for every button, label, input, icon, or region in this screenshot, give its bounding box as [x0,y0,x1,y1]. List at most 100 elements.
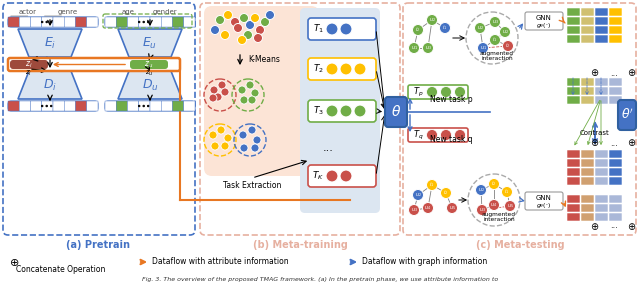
FancyBboxPatch shape [76,101,87,111]
FancyBboxPatch shape [595,168,608,176]
FancyBboxPatch shape [609,150,622,158]
Circle shape [454,130,465,141]
FancyBboxPatch shape [567,177,580,185]
FancyBboxPatch shape [204,6,319,176]
Text: Dataflow with attribute information: Dataflow with attribute information [152,257,289,266]
Circle shape [326,105,338,117]
Circle shape [223,10,232,20]
FancyBboxPatch shape [64,17,76,27]
Circle shape [240,96,248,104]
Circle shape [209,94,217,102]
FancyBboxPatch shape [595,78,608,86]
FancyBboxPatch shape [308,58,376,80]
FancyBboxPatch shape [42,101,53,111]
FancyBboxPatch shape [595,35,608,43]
Text: ...: ... [610,221,618,230]
Polygon shape [18,29,82,57]
Text: $i_1$: $i_1$ [492,35,498,44]
Circle shape [46,105,47,107]
Circle shape [147,21,149,23]
FancyBboxPatch shape [581,96,594,104]
Polygon shape [118,29,182,57]
Text: $\oplus$: $\oplus$ [627,137,637,149]
Text: $\oplus$: $\oplus$ [590,137,600,149]
Circle shape [454,86,465,98]
Circle shape [246,81,254,89]
Circle shape [447,202,458,213]
Circle shape [138,21,140,23]
Circle shape [326,23,338,35]
FancyBboxPatch shape [19,101,31,111]
Circle shape [221,142,229,150]
Text: $T_1$: $T_1$ [312,23,323,35]
FancyBboxPatch shape [595,17,608,25]
FancyBboxPatch shape [161,17,173,27]
Circle shape [255,26,264,35]
Text: GNN: GNN [536,195,552,201]
Text: New task p: New task p [430,96,472,105]
Circle shape [221,31,230,39]
Circle shape [234,24,243,33]
Circle shape [408,43,419,54]
Text: $i_2$: $i_2$ [415,26,420,35]
Circle shape [240,144,248,152]
Circle shape [214,93,222,101]
Text: $g_{\theta}(\cdot)$: $g_{\theta}(\cdot)$ [536,20,552,29]
FancyBboxPatch shape [8,101,19,111]
Circle shape [326,170,338,182]
FancyBboxPatch shape [581,177,594,185]
FancyBboxPatch shape [581,8,594,16]
Circle shape [340,170,352,182]
Circle shape [147,105,149,107]
Circle shape [210,86,218,94]
Text: Task Extraction: Task Extraction [223,181,281,190]
Text: $u_5$: $u_5$ [506,202,513,210]
FancyBboxPatch shape [595,204,608,212]
FancyBboxPatch shape [64,101,76,111]
FancyBboxPatch shape [609,96,622,104]
Circle shape [440,130,451,141]
Circle shape [488,200,499,211]
FancyBboxPatch shape [581,213,594,221]
FancyBboxPatch shape [31,101,42,111]
Circle shape [251,144,259,152]
Circle shape [477,43,488,54]
Text: $\oplus$: $\oplus$ [590,67,600,79]
Text: augmented
interaction: augmented interaction [480,51,514,61]
Circle shape [243,31,253,39]
Text: $u_4$: $u_4$ [424,204,431,212]
Circle shape [230,18,239,26]
FancyBboxPatch shape [595,26,608,34]
Text: $i_1$: $i_1$ [442,24,447,33]
Text: Fig. 3. The overview of the proposed TMAG framework. (a) In the pretrain phase, : Fig. 3. The overview of the proposed TMA… [142,278,498,283]
Text: $u_2$: $u_2$ [415,191,422,199]
FancyBboxPatch shape [308,18,376,40]
Text: $i_2$: $i_2$ [444,189,449,198]
Text: $u_2$: $u_2$ [477,24,483,32]
Circle shape [266,10,275,20]
FancyBboxPatch shape [8,17,19,27]
Circle shape [42,105,43,107]
FancyBboxPatch shape [609,78,622,86]
Text: ...: ... [610,69,618,77]
Circle shape [51,105,52,107]
Circle shape [477,204,488,215]
FancyBboxPatch shape [595,159,608,167]
FancyBboxPatch shape [567,35,580,43]
Circle shape [440,86,451,98]
Text: New task q: New task q [430,135,472,145]
Text: $E_u$: $E_u$ [143,35,157,51]
Circle shape [218,81,226,89]
FancyBboxPatch shape [581,195,594,203]
FancyBboxPatch shape [8,101,98,111]
Circle shape [216,16,225,24]
FancyBboxPatch shape [567,96,580,104]
FancyBboxPatch shape [567,204,580,212]
FancyBboxPatch shape [609,159,622,167]
FancyBboxPatch shape [609,213,622,221]
FancyBboxPatch shape [53,17,64,27]
Circle shape [426,86,438,98]
Text: Concatenate Operation: Concatenate Operation [16,266,106,274]
FancyBboxPatch shape [87,17,98,27]
Circle shape [251,89,259,97]
